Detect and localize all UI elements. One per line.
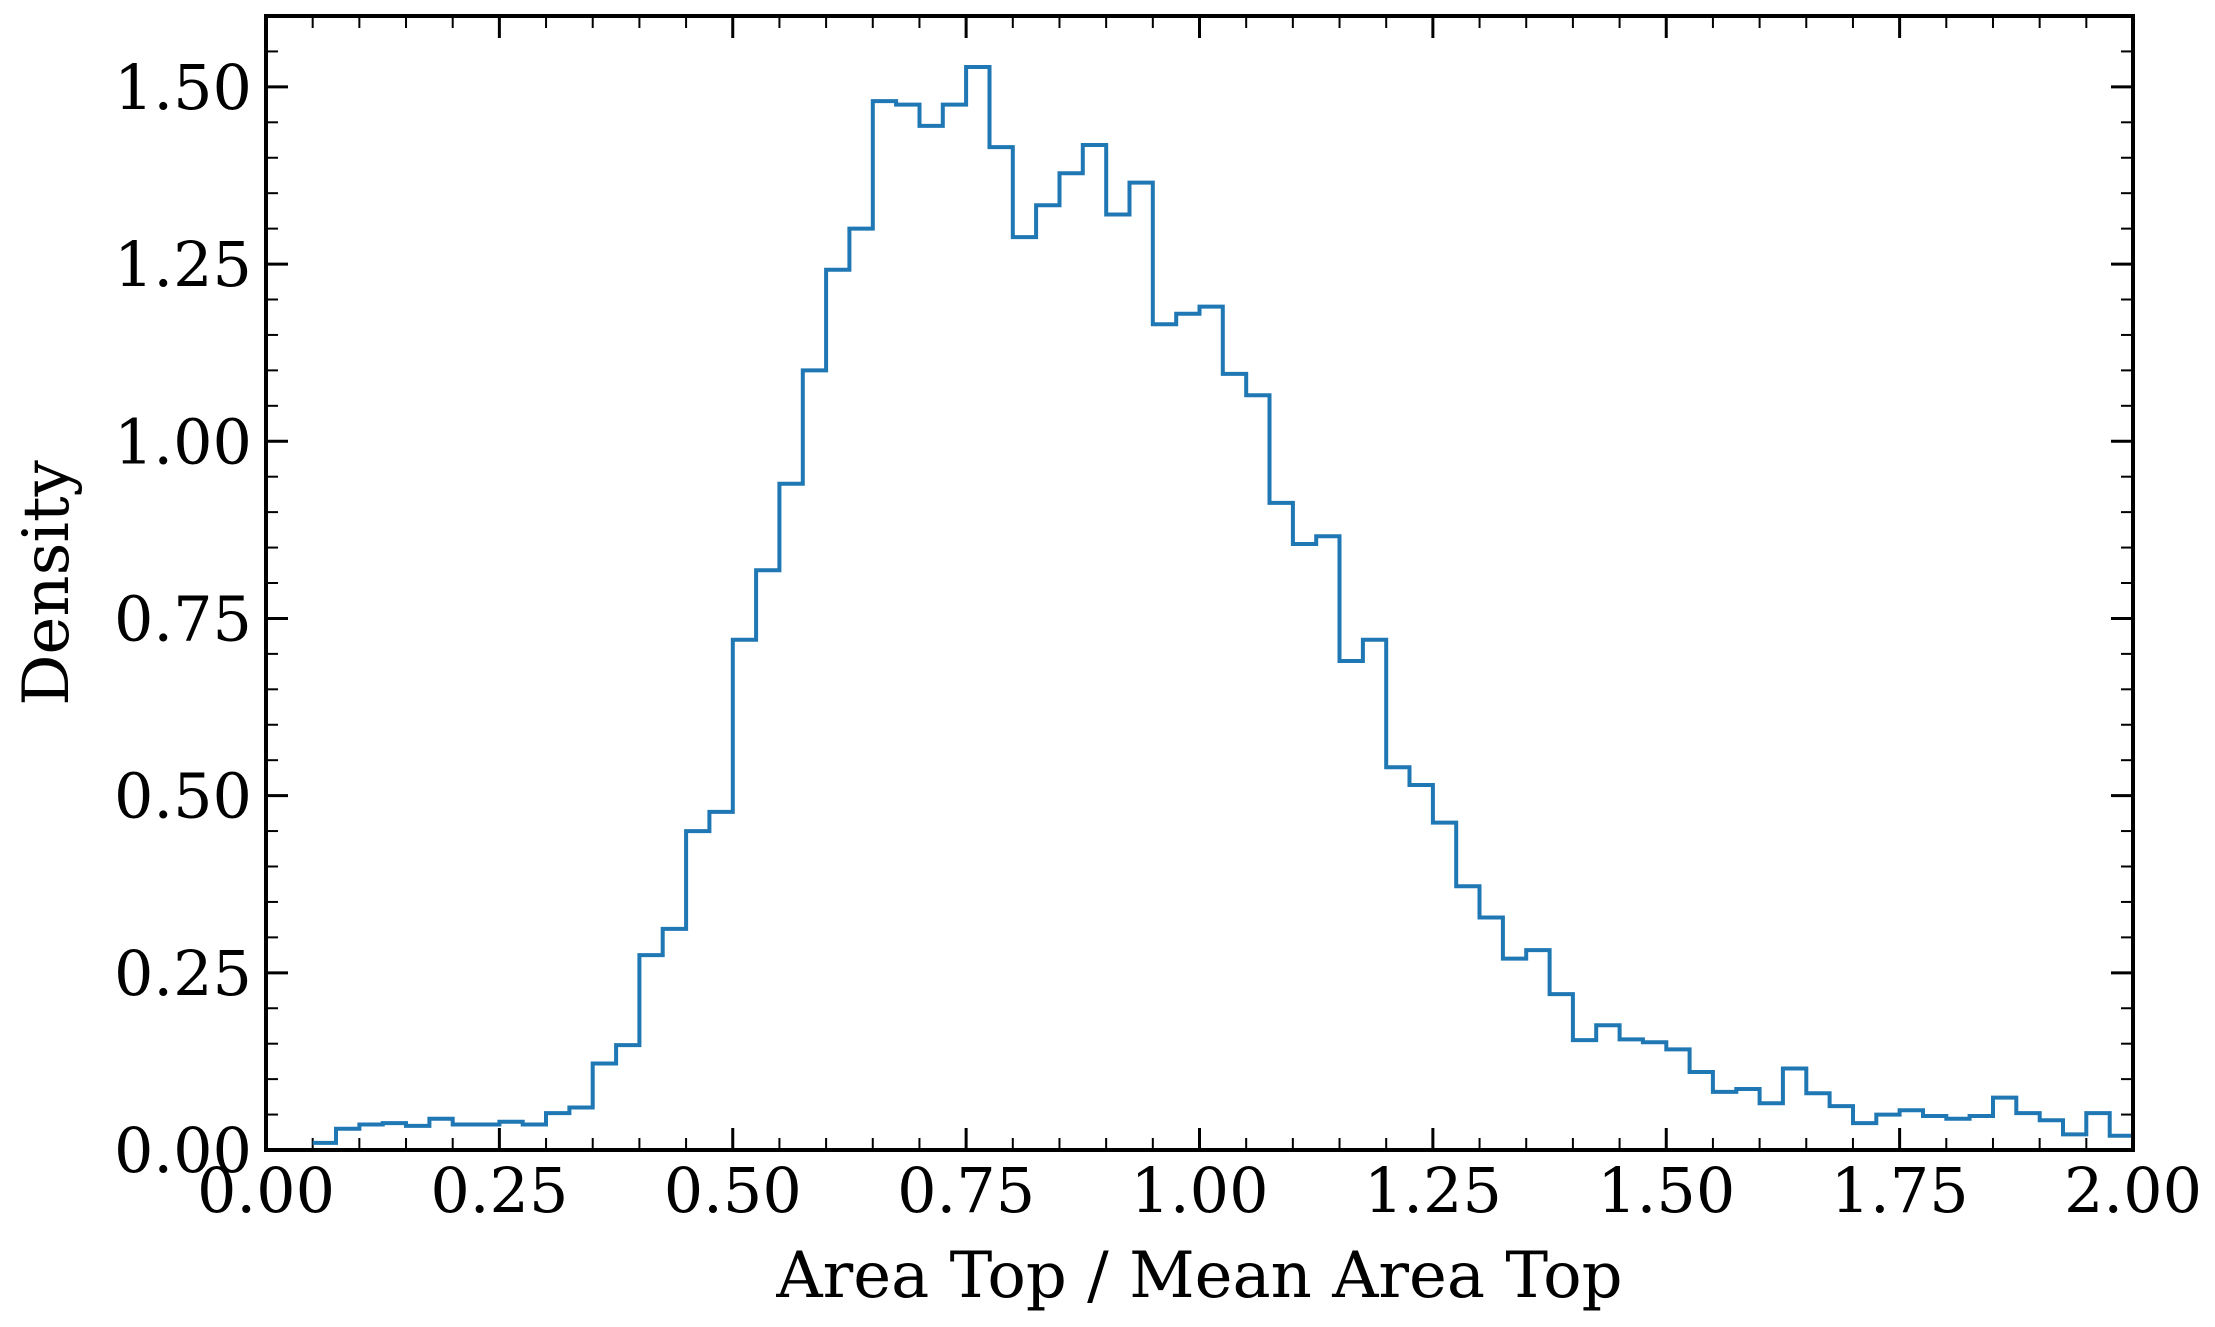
y-tick-label: 0.75: [114, 582, 252, 655]
x-tick-label: 2.00: [2064, 1154, 2202, 1227]
y-tick-label: 0.50: [114, 760, 252, 833]
y-tick-label: 1.50: [114, 51, 252, 124]
y-tick-label: 0.25: [114, 937, 252, 1010]
minor-ticks: [266, 15, 2133, 1150]
x-tick-label: 1.75: [1831, 1154, 1969, 1227]
x-tick-label: 0.25: [430, 1154, 568, 1227]
major-ticks: [264, 16, 2135, 1152]
y-tick-labels: 0.00 0.25 0.50 0.75 1.00 1.25 1.50: [114, 51, 252, 1187]
x-tick-label: 1.25: [1364, 1154, 1502, 1227]
x-tick-label: 0.00: [197, 1154, 335, 1227]
y-tick-label: 1.25: [114, 228, 252, 301]
y-tick-label: 0.00: [114, 1114, 252, 1187]
histogram-step-line: [312, 65, 2133, 1145]
plot-frame: [264, 14, 2135, 1152]
x-tick-labels: 0.00 0.25 0.50 0.75 1.00 1.25 1.50 1.75 2.00: [197, 1154, 2202, 1227]
x-axis-label: Area Top / Mean Area Top: [775, 1239, 1622, 1313]
x-tick-label: 0.75: [897, 1154, 1035, 1227]
y-tick-label: 1.00: [114, 405, 252, 478]
y-axis-label: Density: [10, 460, 84, 706]
x-tick-label: 1.00: [1130, 1154, 1268, 1227]
x-tick-label: 0.50: [664, 1154, 802, 1227]
x-tick-label: 1.50: [1597, 1154, 1735, 1227]
